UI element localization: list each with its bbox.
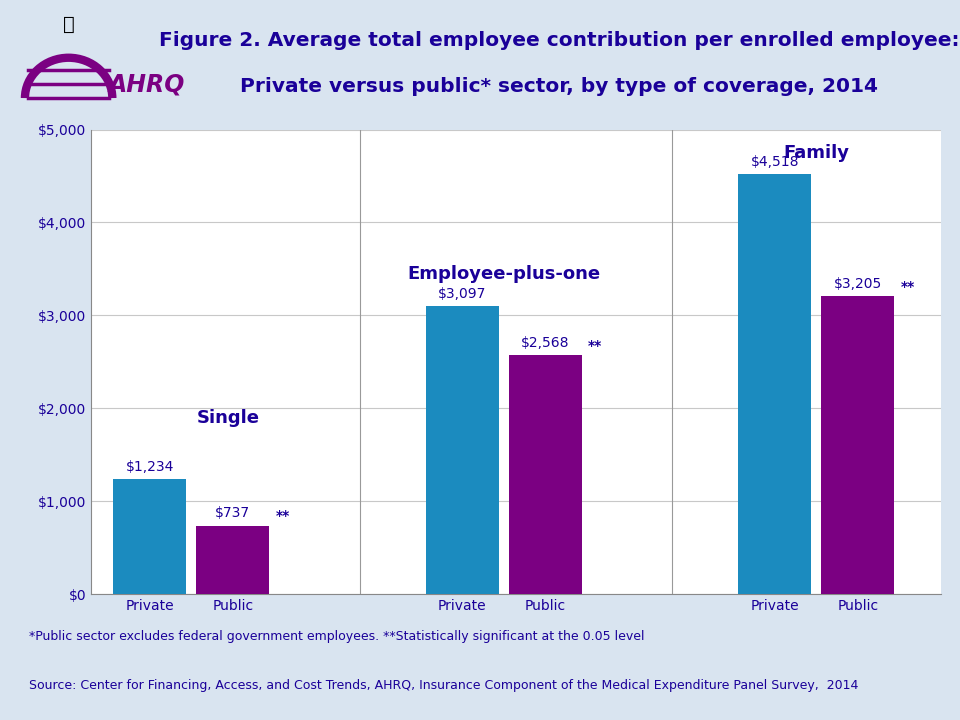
Text: **: ** <box>276 509 290 523</box>
Text: $3,097: $3,097 <box>438 287 487 301</box>
Text: Family: Family <box>783 144 850 162</box>
Text: Employee-plus-one: Employee-plus-one <box>407 264 600 282</box>
Text: $737: $737 <box>215 506 251 520</box>
Text: 🦅: 🦅 <box>62 15 75 34</box>
Text: $4,518: $4,518 <box>751 155 799 168</box>
Text: Source: Center for Financing, Access, and Cost Trends, AHRQ, Insurance Component: Source: Center for Financing, Access, an… <box>29 679 858 692</box>
Text: $3,205: $3,205 <box>833 276 882 291</box>
Text: AHRQ: AHRQ <box>108 72 185 96</box>
Bar <box>113 480 186 594</box>
Text: Single: Single <box>197 408 259 426</box>
Text: $1,234: $1,234 <box>126 460 174 474</box>
Bar <box>738 174 811 594</box>
Text: Private versus public* sector, by type of coverage, 2014: Private versus public* sector, by type o… <box>240 77 878 96</box>
Text: **: ** <box>588 338 603 353</box>
Text: Figure 2. Average total employee contribution per enrolled employee:: Figure 2. Average total employee contrib… <box>159 31 959 50</box>
Bar <box>425 306 499 594</box>
Text: *Public sector excludes federal government employees. **Statistically significan: *Public sector excludes federal governme… <box>29 629 644 642</box>
Bar <box>509 356 582 594</box>
Bar <box>821 297 895 594</box>
Bar <box>196 526 270 594</box>
Text: **: ** <box>900 279 915 294</box>
Text: $2,568: $2,568 <box>521 336 569 350</box>
